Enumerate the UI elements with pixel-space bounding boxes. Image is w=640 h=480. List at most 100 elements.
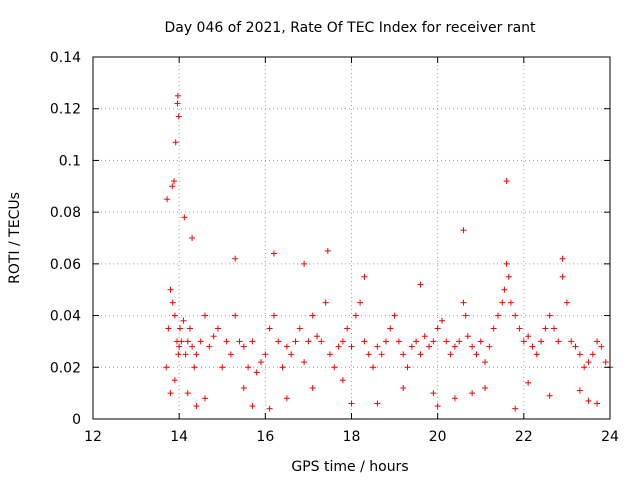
- x-tick-label: 24: [601, 429, 619, 445]
- data-point: [279, 364, 286, 371]
- data-point: [413, 338, 420, 345]
- data-point: [174, 92, 181, 99]
- data-point: [249, 338, 256, 345]
- data-point: [249, 403, 256, 410]
- data-point: [270, 312, 277, 319]
- data-point: [172, 139, 179, 146]
- data-point: [175, 113, 182, 120]
- data-point: [594, 400, 601, 407]
- data-point: [507, 299, 514, 306]
- data-point: [258, 359, 265, 366]
- data-point: [167, 390, 174, 397]
- data-point: [503, 260, 510, 267]
- data-point: [181, 214, 188, 221]
- data-point: [253, 369, 260, 376]
- data-point: [486, 343, 493, 350]
- data-point: [520, 338, 527, 345]
- data-point: [594, 338, 601, 345]
- data-point: [191, 364, 198, 371]
- data-point: [451, 343, 458, 350]
- data-point: [331, 364, 338, 371]
- data-point: [309, 384, 316, 391]
- data-point: [404, 364, 411, 371]
- data-point: [176, 343, 183, 350]
- data-point: [426, 343, 433, 350]
- data-point: [292, 338, 299, 345]
- data-point: [189, 235, 196, 241]
- data-point: [193, 403, 200, 410]
- data-point: [335, 343, 342, 350]
- data-point: [538, 338, 545, 345]
- data-point: [503, 178, 510, 185]
- data-point: [391, 312, 398, 319]
- data-point: [589, 351, 596, 358]
- data-point: [434, 325, 441, 332]
- data-point: [546, 392, 553, 399]
- data-point: [339, 377, 346, 384]
- data-point: [516, 325, 523, 332]
- data-point: [546, 312, 553, 319]
- data-point: [348, 400, 355, 407]
- data-point: [165, 325, 172, 332]
- data-point: [576, 387, 583, 394]
- data-point: [305, 338, 312, 345]
- data-point: [499, 299, 506, 306]
- data-point: [326, 351, 333, 358]
- data-point: [533, 351, 540, 358]
- data-point: [193, 351, 200, 358]
- data-point: [164, 196, 171, 203]
- data-point: [572, 343, 579, 350]
- data-point: [451, 395, 458, 402]
- x-axis-label: GPS time / hours: [291, 459, 408, 475]
- data-point: [262, 351, 269, 358]
- data-point: [174, 100, 181, 107]
- data-point: [462, 312, 469, 319]
- y-tick-label: 0.12: [50, 102, 81, 118]
- data-point: [314, 333, 321, 340]
- data-point: [309, 312, 316, 319]
- data-point: [482, 384, 489, 391]
- data-point: [322, 299, 329, 306]
- x-tick-label: 14: [170, 429, 188, 445]
- data-point: [576, 351, 583, 358]
- data-point: [477, 338, 484, 345]
- data-point: [171, 377, 178, 384]
- data-point: [184, 390, 191, 397]
- data-point: [482, 359, 489, 366]
- data-point: [374, 400, 381, 407]
- y-tick-label: 0.02: [50, 360, 81, 376]
- data-point: [170, 178, 177, 185]
- data-point: [568, 338, 575, 345]
- y-tick-label: 0.06: [50, 257, 81, 273]
- y-tick-label: 0.14: [50, 50, 81, 66]
- data-point: [178, 338, 185, 345]
- data-point: [357, 299, 364, 306]
- data-point: [395, 338, 402, 345]
- data-point: [421, 333, 428, 340]
- x-tick-label: 20: [429, 429, 447, 445]
- data-point: [283, 395, 290, 402]
- y-tick-label: 0.08: [50, 205, 81, 221]
- data-point: [417, 281, 424, 288]
- data-point: [529, 343, 536, 350]
- data-point: [374, 343, 381, 350]
- data-point: [169, 299, 176, 306]
- data-point: [365, 351, 372, 358]
- data-point: [210, 333, 217, 340]
- data-point: [555, 338, 562, 345]
- grid-lines: [93, 57, 610, 419]
- data-points: [163, 92, 613, 412]
- data-point: [525, 333, 532, 340]
- data-point: [598, 343, 605, 350]
- data-point: [240, 384, 247, 391]
- data-point: [296, 325, 303, 332]
- data-point: [460, 299, 467, 306]
- data-point: [430, 338, 437, 345]
- data-point: [382, 338, 389, 345]
- data-point: [400, 351, 407, 358]
- x-axis-ticks: 12 14 16 18 20 22 24: [84, 57, 619, 445]
- data-point: [270, 250, 277, 257]
- data-point: [169, 183, 176, 190]
- data-point: [370, 364, 377, 371]
